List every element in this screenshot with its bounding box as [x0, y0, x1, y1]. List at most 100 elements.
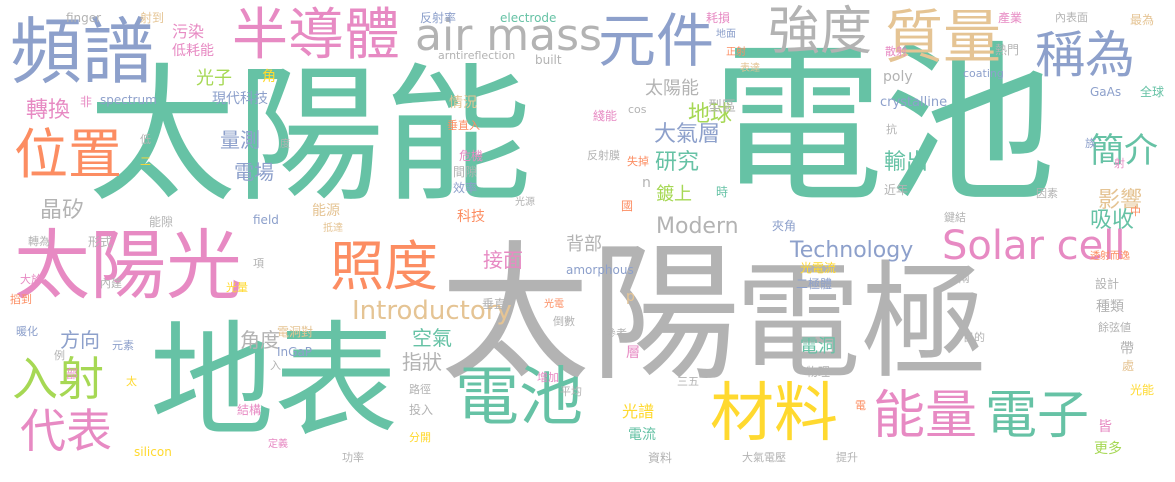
word-du: 度	[280, 139, 290, 150]
word-weiji: 危機	[459, 149, 484, 163]
word-zhiliang: 質量	[885, 3, 1002, 71]
word-guangneng: 光能	[1130, 383, 1155, 397]
word-keji: 科技	[457, 209, 485, 225]
word-silicon: silicon	[134, 445, 172, 459]
word-chuizhi: 垂直	[482, 297, 507, 311]
word-field: field	[253, 213, 279, 227]
word-taiyangneng: 太陽能	[88, 50, 532, 222]
word-coating: coating	[963, 67, 1004, 80]
word-guangpu: 光譜	[622, 402, 655, 421]
word-guangdianliu: 光電流	[800, 261, 837, 275]
word-cailiao: 材料	[710, 377, 838, 451]
word-daoshu: 倒數	[553, 315, 575, 328]
word-jiemian: 接面	[483, 248, 523, 272]
word-mudi: 目的	[963, 331, 985, 344]
word-rushe: 入射	[12, 352, 104, 406]
word-ru: 入	[270, 359, 281, 372]
word-lujing: 路徑	[409, 383, 431, 396]
word-quanqiu: 全球	[1140, 85, 1165, 99]
word-dibiao: 地表	[150, 310, 399, 454]
word-jiajiao: 夾角	[772, 219, 797, 233]
word-rizhong: 正射	[726, 47, 746, 58]
word-daqidianya: 大氣電壓	[742, 451, 786, 464]
word-jianjie2: 鍵結	[944, 211, 966, 224]
word-technology: Technology	[790, 238, 914, 263]
word-touming: 透射而逸	[1090, 251, 1130, 262]
word-dianchang: 電場	[234, 160, 274, 184]
word-dai: 帶	[1120, 341, 1134, 357]
word-xingqu: 型區	[708, 99, 736, 115]
word-pingjun: 平均	[560, 385, 582, 398]
word-xishou: 吸收	[1090, 208, 1135, 233]
word-chuizhiru: 垂直入	[447, 119, 480, 132]
word-shiqu: 失掉	[627, 155, 649, 168]
word-zhuanhuan: 轉換	[26, 98, 71, 123]
word-air-mass: air mass	[415, 10, 602, 61]
word-fei: 非	[80, 95, 93, 109]
word-beibu: 背部	[566, 234, 602, 255]
word-dianxi: 電洞對	[277, 325, 314, 339]
word-guangzi: 光子	[196, 68, 232, 89]
word-kang: 抗	[886, 123, 897, 136]
word-crystalline: crystalline	[880, 95, 948, 110]
word-pinpu: 頻譜	[10, 10, 155, 94]
word-yuxian: 餘弦値	[1098, 321, 1131, 334]
word-shi: 時	[716, 185, 729, 199]
word-n: n	[642, 175, 651, 191]
word-dian: 電	[855, 399, 866, 412]
word-qiangdu: 強度	[768, 2, 873, 62]
word-ziliao: 資料	[648, 451, 673, 465]
word-built: built	[535, 53, 562, 67]
word-shuchu: 輸出	[884, 150, 929, 175]
word-dushang: 鍍上	[656, 184, 692, 205]
word-dianji: 電極	[735, 249, 987, 396]
word-fenkai: 分開	[409, 431, 431, 444]
word-taiyang-large: 太陽	[440, 228, 741, 402]
word-dimian: 地面	[716, 29, 736, 40]
word-di: 低	[140, 133, 151, 146]
word-guo: 國	[621, 199, 634, 213]
word-jingxi: 晶矽	[40, 198, 85, 223]
word-sanshe: 散射	[885, 45, 907, 58]
word-zuiwei: 最為	[1130, 13, 1155, 27]
word-gonglv: 功率	[342, 451, 364, 464]
word-nuanhua: 暖化	[16, 325, 38, 338]
word-dianchi-large: 電池	[712, 25, 1056, 226]
word-liang: 兩	[958, 271, 971, 285]
word-qingkuang: 情況	[449, 95, 477, 111]
word-she: 射	[1114, 157, 1125, 170]
word-dayu: 大於	[20, 273, 42, 286]
word-chengwei: 稱為	[1035, 26, 1135, 84]
word-ceng: 層	[626, 345, 640, 361]
word-p: p	[626, 289, 635, 305]
word-diqiu: 地球	[688, 102, 733, 127]
word-er: 二	[140, 155, 151, 168]
word-haosun: 耗損	[706, 11, 731, 25]
word-jinnian: 近年	[884, 183, 909, 197]
word-yuansu: 元素	[112, 339, 134, 352]
word-taiyangneng-small: 太陽能	[645, 78, 699, 99]
word-yinsu: 因素	[1036, 187, 1058, 200]
word-jianxi: 間隙	[453, 165, 478, 179]
word-dida: 抵達	[323, 223, 343, 234]
word-bandaoti: 半導體	[232, 3, 400, 68]
word-xianneng: 綫能	[593, 109, 618, 123]
word-electrode: electrode	[500, 11, 557, 25]
word-diandong: 電洞	[800, 336, 836, 357]
word-dadao: 搯到	[10, 293, 32, 306]
word-zhong: 中	[1130, 205, 1141, 218]
word-kongqi: 空氣	[412, 326, 452, 350]
word-daqiceng: 大氣層	[654, 122, 721, 147]
word-guangdian: 光電	[544, 299, 564, 310]
word-guangyuan: 光源	[515, 197, 535, 208]
word-chanye: 產業	[998, 11, 1023, 25]
word-jiao: 角	[262, 69, 276, 85]
word-yingxiang: 影響	[1098, 188, 1143, 213]
word-finger: finger	[66, 11, 102, 25]
word-zhonglei: 種類	[1096, 299, 1124, 315]
word-cos: cos	[628, 103, 647, 116]
word-tai: 太	[126, 375, 137, 388]
word-zhaodu: 照度	[330, 235, 438, 298]
word-yanjiu: 研究	[655, 150, 700, 175]
word-xiang: 項	[253, 257, 264, 270]
